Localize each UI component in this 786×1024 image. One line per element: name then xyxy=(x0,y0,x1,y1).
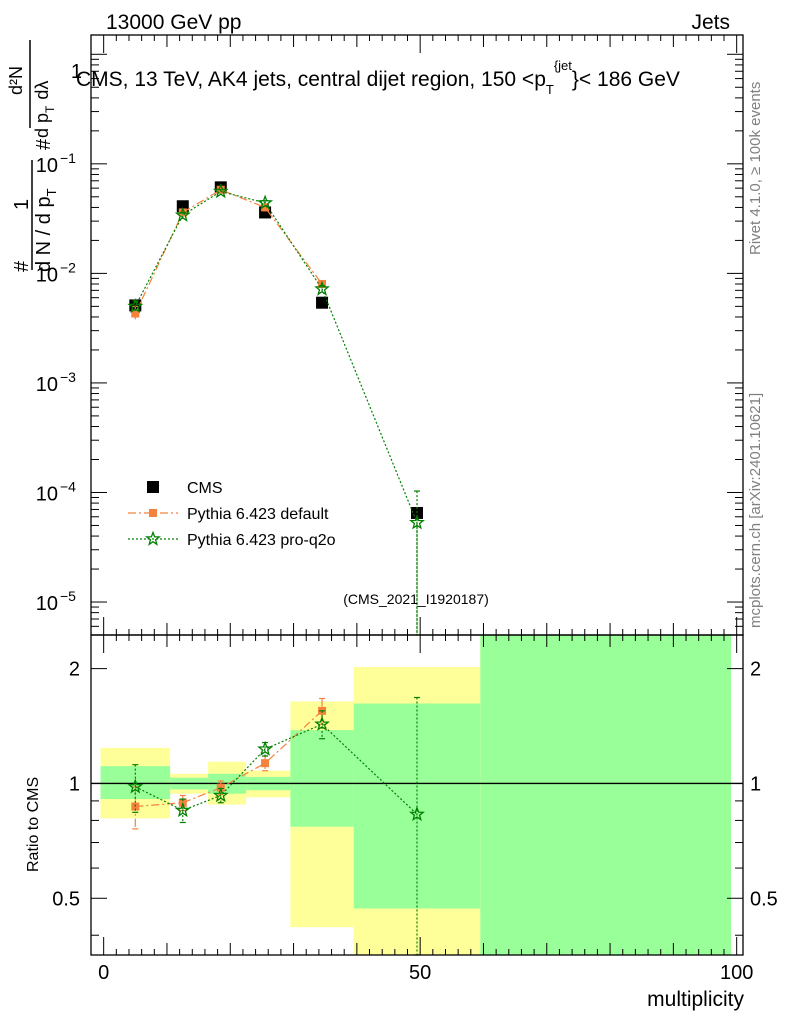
legend: CMS Pythia 6.423 default Pythia 6.423 pro-… xyxy=(128,480,336,549)
legend-marker xyxy=(145,530,161,546)
title-main: CMS, 13 TeV, AK4 jets, central dijet reg… xyxy=(76,68,546,91)
ylabel-den-sub: T xyxy=(44,188,59,196)
x-tick-label: 0 xyxy=(98,962,109,984)
legend-label: Pythia 6.423 pro-q2o xyxy=(187,532,336,549)
ylabel-den: d N / d p xyxy=(33,196,55,272)
ratio-frame xyxy=(90,634,744,956)
ratio-point xyxy=(257,740,274,756)
ratio-line xyxy=(135,710,323,808)
data-point xyxy=(212,183,229,199)
rivet-label: Rivet 4.1.0, ≥ 100k events xyxy=(747,82,764,255)
ratio-point xyxy=(261,759,270,768)
ylabel-frac-den-tail: dλ xyxy=(32,81,52,100)
data-point xyxy=(257,194,274,210)
data-point xyxy=(127,298,144,314)
title-sup-jet: {jet xyxy=(554,58,572,73)
y-tick-label: 10 xyxy=(36,264,58,286)
plot-title: CMS, 13 TeV, AK4 jets, central dijet reg… xyxy=(76,58,680,97)
svg-text:CMS, 13 TeV, AK4 jets, central: CMS, 13 TeV, AK4 jets, central dijet reg… xyxy=(76,58,680,97)
x-axis-label: multiplicity xyxy=(647,988,744,1011)
y-tick-label: 10 xyxy=(36,593,58,615)
y-tick-exp: −5 xyxy=(60,588,76,604)
svg-text:d N / d pT: d N / d pT xyxy=(33,188,59,272)
data-point xyxy=(261,203,270,212)
mcplots-label: mcplots.cern.ch [arXiv:2401.10621] xyxy=(747,393,764,628)
series-line xyxy=(134,190,418,635)
ylabel-prefix: # xyxy=(11,260,33,272)
ylabel-hash2: # xyxy=(33,138,55,150)
ratio-y-tick-label-right: 0.5 xyxy=(750,888,778,910)
legend-entry-pythia_proq2o: Pythia 6.423 pro-q2o xyxy=(128,530,336,549)
ylabel-frac-den-sub: T xyxy=(43,105,57,113)
y-tick-label-top: 1 xyxy=(71,61,82,83)
y-axis-label-ratio: Ratio to CMS xyxy=(25,777,42,872)
legend-label: CMS xyxy=(187,480,223,497)
y-tick-exp: −2 xyxy=(60,259,76,275)
data-point xyxy=(174,206,191,222)
data-point xyxy=(316,296,329,309)
ratio-y-tick-label: 2 xyxy=(69,659,80,681)
y-tick-exp: −1 xyxy=(60,150,76,166)
title-sub-T: T xyxy=(546,82,554,97)
svg-text:d pTdλ: d pTdλ xyxy=(32,81,57,138)
ratio-point xyxy=(314,715,330,731)
ratio-point xyxy=(174,802,191,818)
data-point xyxy=(314,280,330,296)
legend-entry-cms: CMS xyxy=(147,480,223,497)
ratio-point xyxy=(127,778,144,794)
ratio-series-pythia_proq2o xyxy=(127,696,425,956)
ratio-series xyxy=(127,696,425,956)
legend-entry-pythia_default: Pythia 6.423 default xyxy=(128,506,329,523)
category-label: Jets xyxy=(691,11,730,34)
analysis-watermark: (CMS_2021_I1920187) xyxy=(343,591,489,607)
y-tick-exp: −4 xyxy=(60,478,76,494)
ylabel-num: 1 xyxy=(11,199,33,210)
y-tick-exp: −3 xyxy=(60,369,76,385)
series-pythia_proq2o xyxy=(127,183,425,635)
energy-label: 13000 GeV pp xyxy=(106,11,241,34)
ratio-y-tick-label: 0.5 xyxy=(52,888,80,910)
data-point xyxy=(409,514,425,530)
ratio-band-green xyxy=(290,730,354,827)
y-tick-label: 10 xyxy=(36,374,58,396)
y-tick-label: 10 xyxy=(36,483,58,505)
x-tick-label: 100 xyxy=(720,962,753,984)
ratio-y-tick-label: 1 xyxy=(69,773,80,795)
x-tick-label: 50 xyxy=(409,962,431,984)
data-point xyxy=(131,309,140,318)
ylabel-frac-den: d p xyxy=(32,113,52,138)
legend-marker xyxy=(149,509,157,517)
y-tick-label: 10 xyxy=(36,155,58,177)
legend-marker xyxy=(147,481,159,493)
ratio-y-tick-label-right: 2 xyxy=(750,659,761,681)
ratio-point xyxy=(409,805,425,822)
legend-label: Pythia 6.423 default xyxy=(187,506,329,523)
ratio-line xyxy=(135,723,418,815)
main-series xyxy=(127,181,425,635)
y-axis-label-main: 1 d N / d pT # # d²N d pTdλ xyxy=(6,40,59,272)
ratio-y-tick-label-right: 1 xyxy=(750,773,761,795)
ratio-band-green xyxy=(480,635,731,955)
ylabel-frac-num: d²N xyxy=(6,66,26,95)
ratio-point xyxy=(212,787,229,803)
title-tail: }< 186 GeV xyxy=(572,68,680,91)
